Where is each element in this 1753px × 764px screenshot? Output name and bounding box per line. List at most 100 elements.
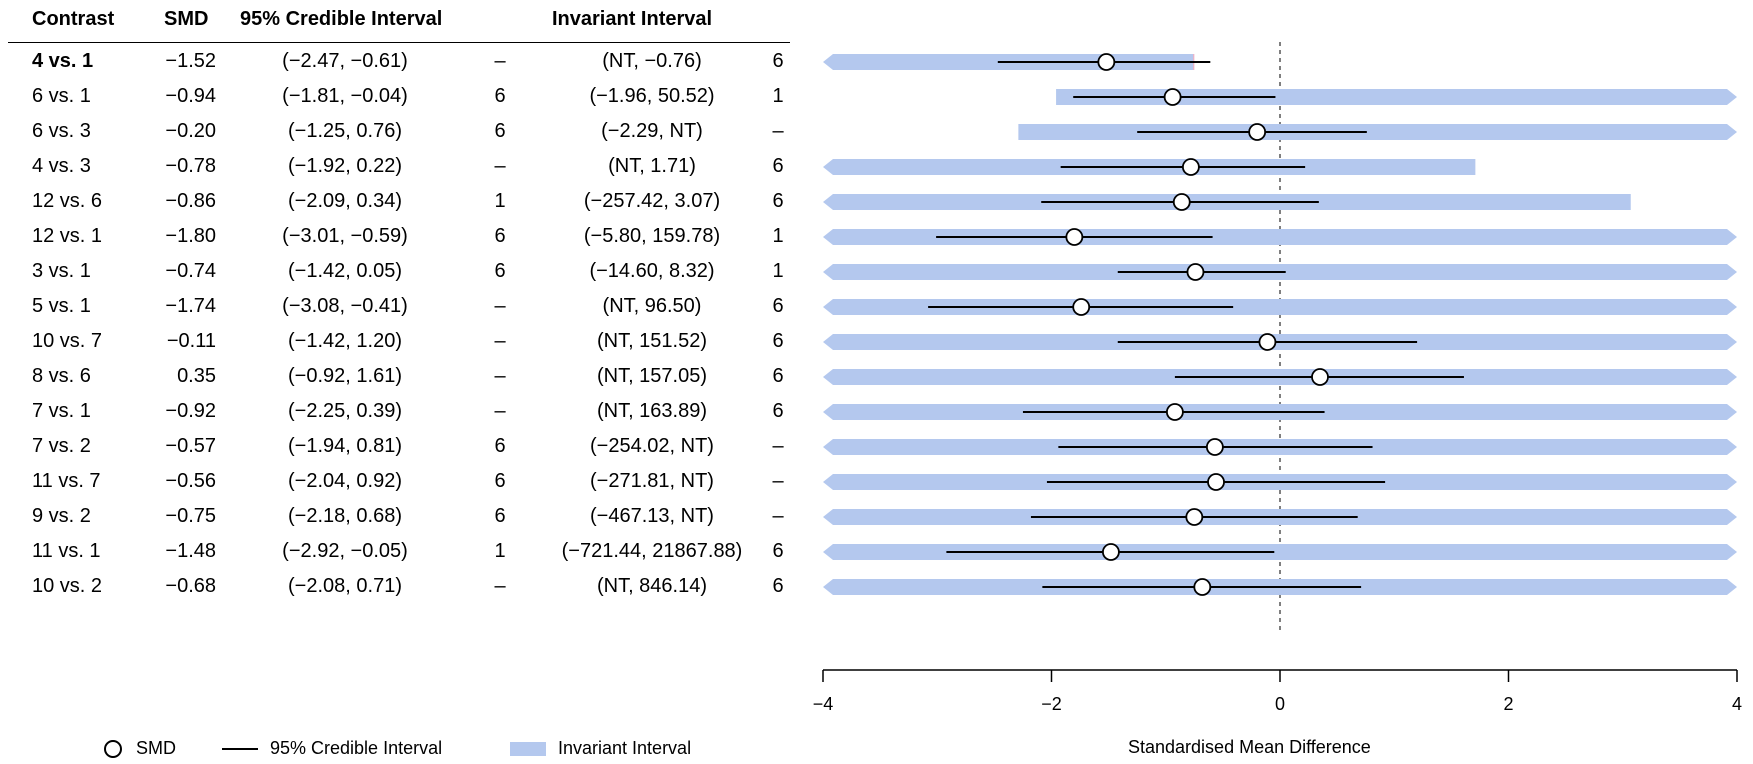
cell-contrast: 8 vs. 6	[32, 365, 91, 387]
cell-credible-interval: (−3.08, −0.41)	[282, 295, 408, 317]
cell-contrast: 12 vs. 6	[32, 190, 103, 212]
smd-point	[1163, 88, 1182, 106]
cell-smd: −1.52	[165, 50, 216, 72]
cell-smd: −1.74	[165, 295, 216, 317]
table-row: 11 vs. 1 −1.48 (−2.92, −0.05) 1 (−721.44, 21…	[0, 534, 790, 569]
cell-smd: −1.80	[165, 225, 216, 247]
cell-lower-tag: 1	[494, 540, 506, 562]
smd-point	[1205, 438, 1224, 456]
smd-point	[1185, 508, 1204, 526]
header-invariant-interval: Invariant Interval	[552, 8, 713, 30]
cell-upper-tag: –	[772, 470, 784, 492]
legend-item-credible-interval: 95% Credible Interval	[222, 738, 442, 759]
header-divider	[8, 42, 790, 43]
cell-upper-tag: 6	[772, 575, 784, 597]
smd-point	[1172, 193, 1191, 211]
cell-invariant-interval: (−5.80, 159.78)	[583, 225, 721, 247]
table-row: 5 vs. 1 −1.74 (−3.08, −0.41) – (NT, 96.50) 6	[0, 289, 790, 324]
cell-credible-interval: (−3.01, −0.59)	[282, 225, 408, 247]
cell-credible-interval: (−1.94, 0.81)	[288, 435, 402, 457]
cell-contrast: 11 vs. 7	[32, 470, 101, 492]
cell-invariant-interval: (−254.02, NT)	[590, 435, 714, 457]
legend-item-smd: SMD	[104, 738, 176, 759]
cell-credible-interval: (−1.92, 0.22)	[288, 155, 402, 177]
smd-point	[1186, 263, 1205, 281]
cell-contrast: 6 vs. 1	[32, 85, 91, 107]
cell-contrast: 9 vs. 2	[32, 505, 91, 527]
cell-smd: −0.78	[165, 155, 216, 177]
cell-credible-interval: (−1.25, 0.76)	[288, 120, 402, 142]
header-credible-interval: 95% Credible Interval	[240, 8, 443, 30]
legend-circle-icon	[104, 739, 122, 758]
cell-lower-tag: 6	[494, 85, 506, 107]
cell-invariant-interval: (NT, −0.76)	[602, 50, 702, 72]
invariant-interval-bar	[1018, 124, 1737, 140]
table-row: 11 vs. 7 −0.56 (−2.04, 0.92) 6 (−271.81, NT)…	[0, 464, 790, 499]
smd-point	[1311, 368, 1329, 386]
legend-label-credible-interval: 95% Credible Interval	[270, 738, 443, 758]
smd-point	[1102, 543, 1120, 561]
cell-invariant-interval: (NT, 1.71)	[608, 155, 696, 177]
table-row: 4 vs. 1 −1.52 (−2.47, −0.61) – (NT, −0.76) 6	[0, 44, 790, 79]
cell-invariant-interval: (NT, 151.52)	[596, 330, 708, 352]
cell-lower-tag: –	[494, 365, 506, 387]
cell-credible-interval: (−1.42, 1.20)	[288, 330, 402, 352]
cell-smd: −0.92	[165, 400, 216, 422]
cell-lower-tag: –	[494, 330, 506, 352]
cell-invariant-interval: (−271.81, NT)	[590, 470, 714, 492]
table-row: 9 vs. 2 −0.75 (−2.18, 0.68) 6 (−467.13, NT) –	[0, 499, 790, 534]
legend-line-icon	[222, 747, 258, 750]
cell-lower-tag: –	[494, 155, 506, 177]
cell-lower-tag: –	[494, 400, 506, 422]
table-row: 6 vs. 3 −0.20 (−1.25, 0.76) 6 (−2.29, NT) –	[0, 114, 790, 149]
cell-lower-tag: –	[494, 575, 506, 597]
table-row: 10 vs. 2 −0.68 (−2.08, 0.71) – (NT, 846.14) 6	[0, 569, 790, 604]
legend-label-smd: SMD	[136, 738, 176, 758]
cell-smd: −0.94	[165, 85, 216, 107]
cell-invariant-interval: (−257.42, 3.07)	[583, 190, 721, 212]
cell-contrast: 4 vs. 1	[32, 50, 94, 72]
invariant-interval-bar	[823, 299, 1737, 315]
cell-smd: −0.68	[165, 575, 216, 597]
cell-credible-interval: (−2.92, −0.05)	[282, 540, 408, 562]
cell-contrast: 10 vs. 7	[32, 330, 103, 352]
table-row: 8 vs. 6 0.35 (−0.92, 1.61) – (NT, 157.05) 6	[0, 359, 790, 394]
cell-invariant-interval: (NT, 96.50)	[602, 295, 702, 317]
cell-smd: −0.56	[165, 470, 216, 492]
x-tick-label: 4	[1732, 694, 1742, 714]
x-tick-label: 0	[1275, 694, 1285, 714]
cell-lower-tag: 6	[494, 505, 506, 527]
smd-point	[1181, 158, 1200, 176]
cell-invariant-interval: (−721.44, 21867.88)	[561, 540, 743, 562]
smd-point	[1207, 473, 1225, 491]
invariant-interval-bar	[823, 544, 1737, 560]
table-row: 3 vs. 1 −0.74 (−1.42, 0.05) 6 (−14.60, 8.32)…	[0, 254, 790, 289]
cell-upper-tag: 6	[772, 155, 784, 177]
x-tick-label: −4	[813, 694, 834, 714]
cell-credible-interval: (−1.81, −0.04)	[282, 85, 408, 107]
cell-upper-tag: –	[772, 505, 784, 527]
cell-credible-interval: (−2.25, 0.39)	[288, 400, 402, 422]
cell-upper-tag: 1	[772, 260, 784, 282]
table-row: 4 vs. 3 −0.78 (−1.92, 0.22) – (NT, 1.71) 6	[0, 149, 790, 184]
cell-contrast: 4 vs. 3	[32, 155, 91, 177]
smd-point	[1097, 53, 1116, 71]
cell-upper-tag: 6	[772, 295, 784, 317]
cell-lower-tag: 6	[494, 435, 506, 457]
table-row: 12 vs. 6 −0.86 (−2.09, 0.34) 1 (−257.42, 3.0…	[0, 184, 790, 219]
cell-upper-tag: 6	[772, 400, 784, 422]
cell-invariant-interval: (NT, 157.05)	[596, 365, 708, 387]
cell-upper-tag: 6	[772, 330, 784, 352]
invariant-interval-bar	[1056, 89, 1737, 105]
smd-point	[1165, 403, 1184, 421]
cell-lower-tag: –	[494, 295, 506, 317]
cell-upper-tag: 6	[772, 540, 784, 562]
cell-contrast: 11 vs. 1	[32, 540, 101, 562]
smd-point	[1193, 578, 1212, 596]
cell-lower-tag: 6	[494, 225, 506, 247]
cell-invariant-interval: (−14.60, 8.32)	[589, 260, 715, 282]
cell-credible-interval: (−2.09, 0.34)	[288, 190, 402, 212]
cell-contrast: 7 vs. 2	[32, 435, 91, 457]
table-row: 7 vs. 2 −0.57 (−1.94, 0.81) 6 (−254.02, NT) –	[0, 429, 790, 464]
cell-upper-tag: –	[772, 435, 784, 457]
